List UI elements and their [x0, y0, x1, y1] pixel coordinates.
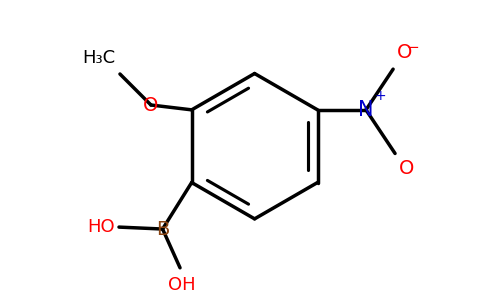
Text: +: +: [375, 89, 386, 103]
Text: H₃C: H₃C: [82, 49, 115, 67]
Text: −: −: [406, 40, 419, 55]
Text: B: B: [156, 220, 169, 238]
Text: O: O: [399, 159, 414, 178]
Text: O: O: [397, 44, 412, 62]
Text: OH: OH: [168, 275, 196, 293]
Text: HO: HO: [88, 218, 115, 236]
Text: N: N: [358, 100, 374, 120]
Text: O: O: [143, 95, 159, 115]
